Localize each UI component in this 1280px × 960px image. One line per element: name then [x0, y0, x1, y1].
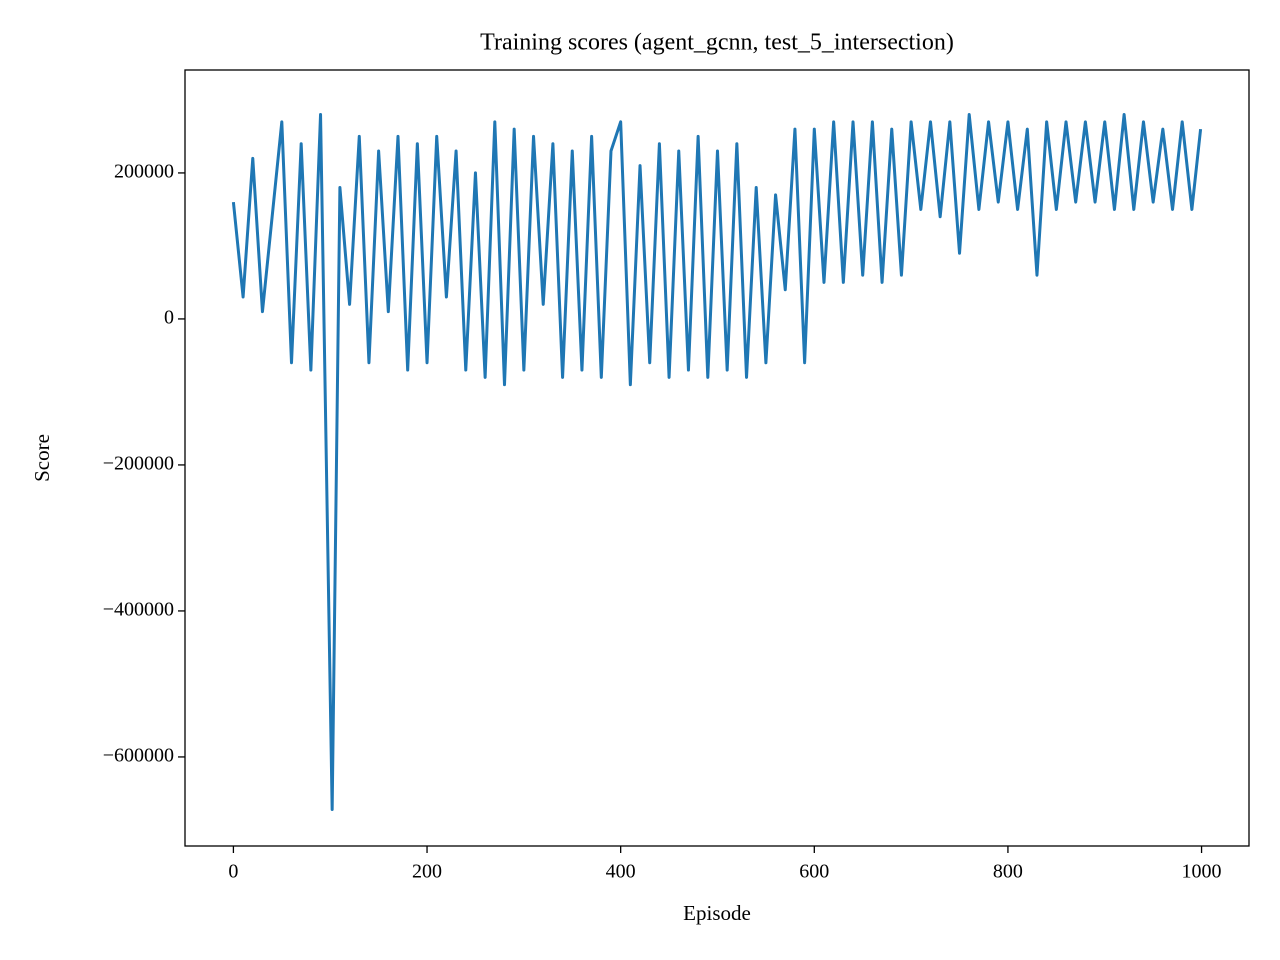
y-tick-label: 200000	[114, 161, 174, 183]
y-tick-label: −400000	[103, 599, 174, 621]
x-axis-label: Episode	[683, 901, 751, 925]
x-tick-label: 0	[228, 861, 238, 883]
line-series	[231, 113, 1203, 811]
x-tick-label: 400	[606, 861, 636, 883]
x-tick-label: 200	[412, 861, 442, 883]
y-axis-label: Score	[30, 434, 54, 482]
y-tick-label: −600000	[103, 745, 174, 767]
x-tick-label: 1000	[1182, 861, 1222, 883]
y-tick-label: −200000	[103, 453, 174, 475]
chart-title: Training scores (agent_gcnn, test_5_inte…	[480, 30, 954, 56]
x-tick-label: 800	[993, 861, 1023, 883]
y-tick-label: 0	[164, 307, 174, 329]
x-tick-label: 600	[799, 861, 829, 883]
plot-frame	[184, 69, 1250, 847]
